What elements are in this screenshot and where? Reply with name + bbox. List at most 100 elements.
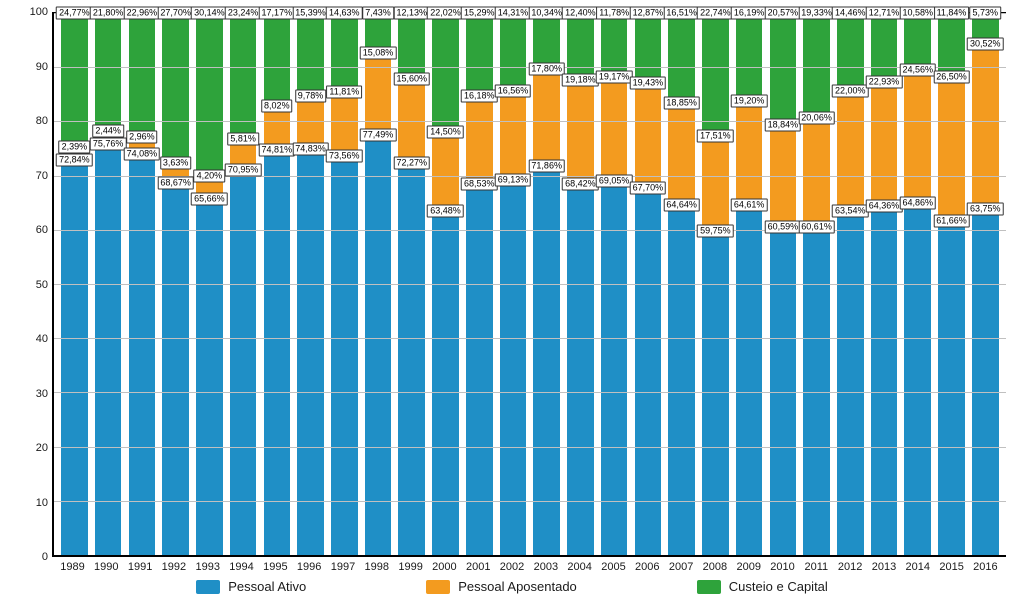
x-tick-label: 1996 [296,557,323,573]
gridline [54,230,1006,231]
bar-segment-custeio-e-capital: 21,80% [95,13,122,131]
bar-value-label: 20,06% [798,111,835,124]
bar-value-label: 74,81% [259,143,296,156]
y-tick-label: 10 [36,497,48,509]
bar-value-label: 12,13% [393,7,430,20]
bar-value-label: 10,34% [528,7,565,20]
x-tick-label: 2011 [803,557,830,573]
gridline [54,284,1006,285]
legend-label: Pessoal Ativo [228,579,306,594]
bar-value-label: 22,93% [866,75,903,88]
bar-value-label: 17,80% [528,63,565,76]
bar-segment-custeio-e-capital: 10,58% [904,13,931,70]
y-tick-label: 20 [36,442,48,454]
bar-value-label: 19,43% [630,76,667,89]
bar-value-label: 19,33% [798,7,835,20]
bar-value-label: 22,74% [697,7,734,20]
bar-value-label: 67,70% [630,182,667,195]
bar-segment-custeio-e-capital: 19,33% [803,13,830,118]
bar-value-label: 65,66% [191,193,228,206]
y-tick-label: 60 [36,224,48,236]
bar-segment-custeio-e-capital: 12,40% [567,13,594,80]
bar-segment-pessoal-ativo: 68,67% [162,183,189,555]
bar-segment-custeio-e-capital: 22,02% [432,13,459,132]
bar-segment-pessoal-ativo: 64,86% [904,203,931,555]
bar-value-label: 71,86% [528,159,565,172]
gridline [54,121,1006,122]
legend-label: Pessoal Aposentado [458,579,577,594]
bar-value-label: 2,44% [92,125,124,138]
bar-segment-custeio-e-capital: 14,31% [500,13,527,91]
x-tick-label: 1989 [59,557,86,573]
bar-value-label: 68,53% [461,177,498,190]
bar-value-label: 74,83% [292,143,329,156]
x-tick-label: 2000 [431,557,458,573]
legend-item: Pessoal Aposentado [426,579,577,594]
bar-segment-custeio-e-capital: 16,19% [736,13,763,101]
legend-swatch [426,580,450,594]
bar-segment-custeio-e-capital: 17,17% [264,13,291,106]
legend-item: Pessoal Ativo [196,579,306,594]
x-tick-label: 2012 [837,557,864,573]
legend: Pessoal Ativo Pessoal Aposentado Custeio e… [18,579,1006,594]
x-tick-label: 2003 [532,557,559,573]
bar-segment-custeio-e-capital: 16,51% [668,13,695,102]
bar-segment-custeio-e-capital: 12,87% [635,13,662,83]
bar-segment-pessoal-ativo: 71,86% [533,166,560,555]
bar-value-label: 10,58% [900,7,937,20]
bar-value-label: 17,51% [697,130,734,143]
bar-value-label: 72,84% [56,154,93,167]
x-tick-label: 1999 [397,557,424,573]
bar-segment-pessoal-aposentado: 14,50% [432,132,459,211]
bar-segment-pessoal-ativo: 63,48% [432,211,459,555]
bar-segment-pessoal-ativo: 69,05% [601,181,628,555]
bar-value-label: 15,39% [292,7,329,20]
bar-segment-custeio-e-capital: 27,70% [162,13,189,163]
x-tick-label: 2013 [871,557,898,573]
bar-segment-pessoal-ativo: 74,08% [129,154,156,556]
bar-segment-pessoal-ativo: 60,61% [803,227,830,556]
bar-value-label: 60,61% [798,220,835,233]
bar-segment-pessoal-ativo: 64,61% [736,205,763,555]
x-tick-label: 2007 [668,557,695,573]
bar-value-label: 59,75% [697,225,734,238]
bar-value-label: 24,77% [56,7,93,20]
bar-value-label: 23,24% [225,7,262,20]
bar-value-label: 12,71% [866,7,903,20]
bar-segment-pessoal-aposentado: 24,56% [904,70,931,203]
bar-segment-custeio-e-capital: 30,14% [196,13,223,176]
y-tick-label: 0 [42,551,48,563]
bar-value-label: 64,36% [866,200,903,213]
bar-segment-pessoal-aposentado: 20,06% [803,118,830,227]
bar-value-label: 21,80% [90,7,127,20]
bar-value-label: 61,66% [933,214,970,227]
bar-segment-pessoal-aposentado: 17,80% [533,69,560,165]
bar-value-label: 16,56% [495,84,532,97]
bar-segment-pessoal-aposentado: 16,18% [466,96,493,184]
bar-segment-pessoal-ativo: 69,13% [500,180,527,555]
x-tick-label: 2004 [566,557,593,573]
bar-value-label: 70,95% [225,164,262,177]
bar-value-label: 16,51% [663,7,700,20]
bar-value-label: 14,46% [832,7,869,20]
bar-value-label: 27,70% [157,7,194,20]
bar-segment-pessoal-ativo: 60,59% [770,227,797,555]
bar-value-label: 26,50% [933,71,970,84]
bar-value-label: 9,78% [295,90,327,103]
legend-label: Custeio e Capital [729,579,828,594]
bar-value-label: 30,14% [191,7,228,20]
bar-segment-pessoal-ativo: 73,56% [331,156,358,555]
bar-value-label: 69,05% [596,174,633,187]
bar-value-label: 64,86% [900,197,937,210]
bar-value-label: 63,48% [427,204,464,217]
bar-segment-pessoal-ativo: 68,53% [466,184,493,555]
bar-value-label: 3,63% [160,157,192,170]
bar-value-label: 12,40% [562,7,599,20]
x-tick-label: 1993 [194,557,221,573]
legend-item: Custeio e Capital [697,579,828,594]
bar-value-label: 8,02% [261,100,293,113]
bar-value-label: 75,76% [90,138,127,151]
bar-segment-pessoal-ativo: 72,84% [61,160,88,555]
y-tick-label: 80 [36,115,48,127]
bar-value-label: 30,52% [967,38,1004,51]
